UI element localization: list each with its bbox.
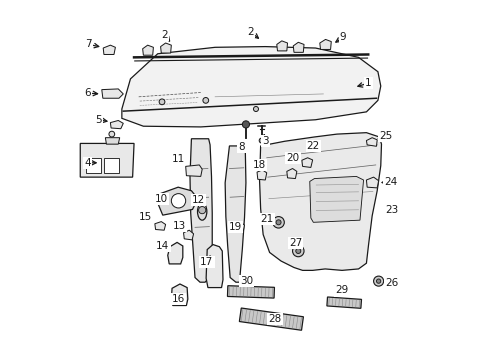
Polygon shape — [190, 139, 212, 282]
Polygon shape — [110, 121, 123, 129]
Text: 18: 18 — [252, 160, 265, 170]
Text: 29: 29 — [335, 285, 348, 296]
Polygon shape — [293, 42, 304, 52]
Polygon shape — [286, 168, 296, 179]
Polygon shape — [326, 297, 361, 308]
Polygon shape — [257, 170, 266, 180]
Polygon shape — [105, 138, 120, 144]
Polygon shape — [301, 158, 312, 167]
Text: 16: 16 — [171, 294, 184, 304]
Circle shape — [373, 276, 383, 286]
Circle shape — [171, 194, 185, 208]
Circle shape — [203, 98, 208, 103]
Polygon shape — [122, 46, 380, 127]
Circle shape — [276, 220, 281, 225]
Text: 10: 10 — [154, 194, 167, 204]
Polygon shape — [235, 222, 244, 232]
Text: 11: 11 — [171, 154, 184, 164]
Polygon shape — [155, 222, 165, 230]
Text: 26: 26 — [385, 278, 398, 288]
Text: 23: 23 — [385, 206, 398, 216]
Polygon shape — [86, 158, 101, 173]
Text: 22: 22 — [306, 141, 319, 151]
Circle shape — [376, 279, 380, 283]
Polygon shape — [80, 143, 134, 177]
Text: 3: 3 — [262, 136, 268, 146]
Text: 7: 7 — [85, 40, 92, 49]
Text: 12: 12 — [192, 195, 205, 205]
Polygon shape — [366, 177, 378, 188]
Circle shape — [295, 248, 300, 253]
Polygon shape — [319, 40, 330, 49]
Polygon shape — [239, 308, 303, 330]
Text: 5: 5 — [95, 115, 102, 125]
Circle shape — [109, 131, 115, 137]
Text: 13: 13 — [172, 221, 185, 231]
Polygon shape — [103, 45, 115, 54]
Text: 19: 19 — [228, 222, 242, 232]
Polygon shape — [366, 138, 376, 146]
Polygon shape — [102, 89, 123, 98]
Circle shape — [253, 107, 258, 112]
Circle shape — [259, 138, 264, 143]
Polygon shape — [259, 133, 381, 270]
Polygon shape — [171, 284, 187, 306]
Ellipse shape — [197, 203, 206, 220]
Text: 28: 28 — [268, 314, 281, 324]
Polygon shape — [167, 242, 183, 264]
Circle shape — [198, 207, 205, 214]
Text: 2: 2 — [161, 30, 168, 40]
Polygon shape — [206, 244, 223, 288]
Polygon shape — [142, 45, 153, 55]
Polygon shape — [158, 187, 198, 215]
Polygon shape — [309, 176, 363, 222]
Polygon shape — [160, 43, 171, 53]
Polygon shape — [104, 158, 119, 173]
Text: 24: 24 — [384, 177, 397, 187]
Text: 20: 20 — [286, 153, 299, 163]
Text: 9: 9 — [339, 32, 346, 42]
Text: 30: 30 — [239, 276, 252, 286]
Circle shape — [159, 99, 164, 105]
Text: 21: 21 — [260, 214, 273, 224]
Text: 4: 4 — [84, 158, 91, 168]
Polygon shape — [185, 165, 202, 176]
Polygon shape — [224, 146, 245, 282]
Polygon shape — [276, 41, 287, 51]
Text: 15: 15 — [139, 212, 152, 221]
Text: 6: 6 — [84, 88, 91, 98]
Polygon shape — [183, 230, 193, 240]
Circle shape — [292, 245, 304, 257]
Text: 8: 8 — [238, 142, 244, 152]
Text: 17: 17 — [200, 257, 213, 267]
Text: 27: 27 — [288, 238, 302, 248]
Text: 14: 14 — [156, 241, 169, 251]
Circle shape — [242, 121, 249, 128]
Text: 2: 2 — [247, 27, 254, 37]
Text: 1: 1 — [364, 78, 371, 88]
Polygon shape — [227, 286, 274, 298]
Text: 25: 25 — [379, 131, 392, 141]
Circle shape — [272, 217, 284, 228]
